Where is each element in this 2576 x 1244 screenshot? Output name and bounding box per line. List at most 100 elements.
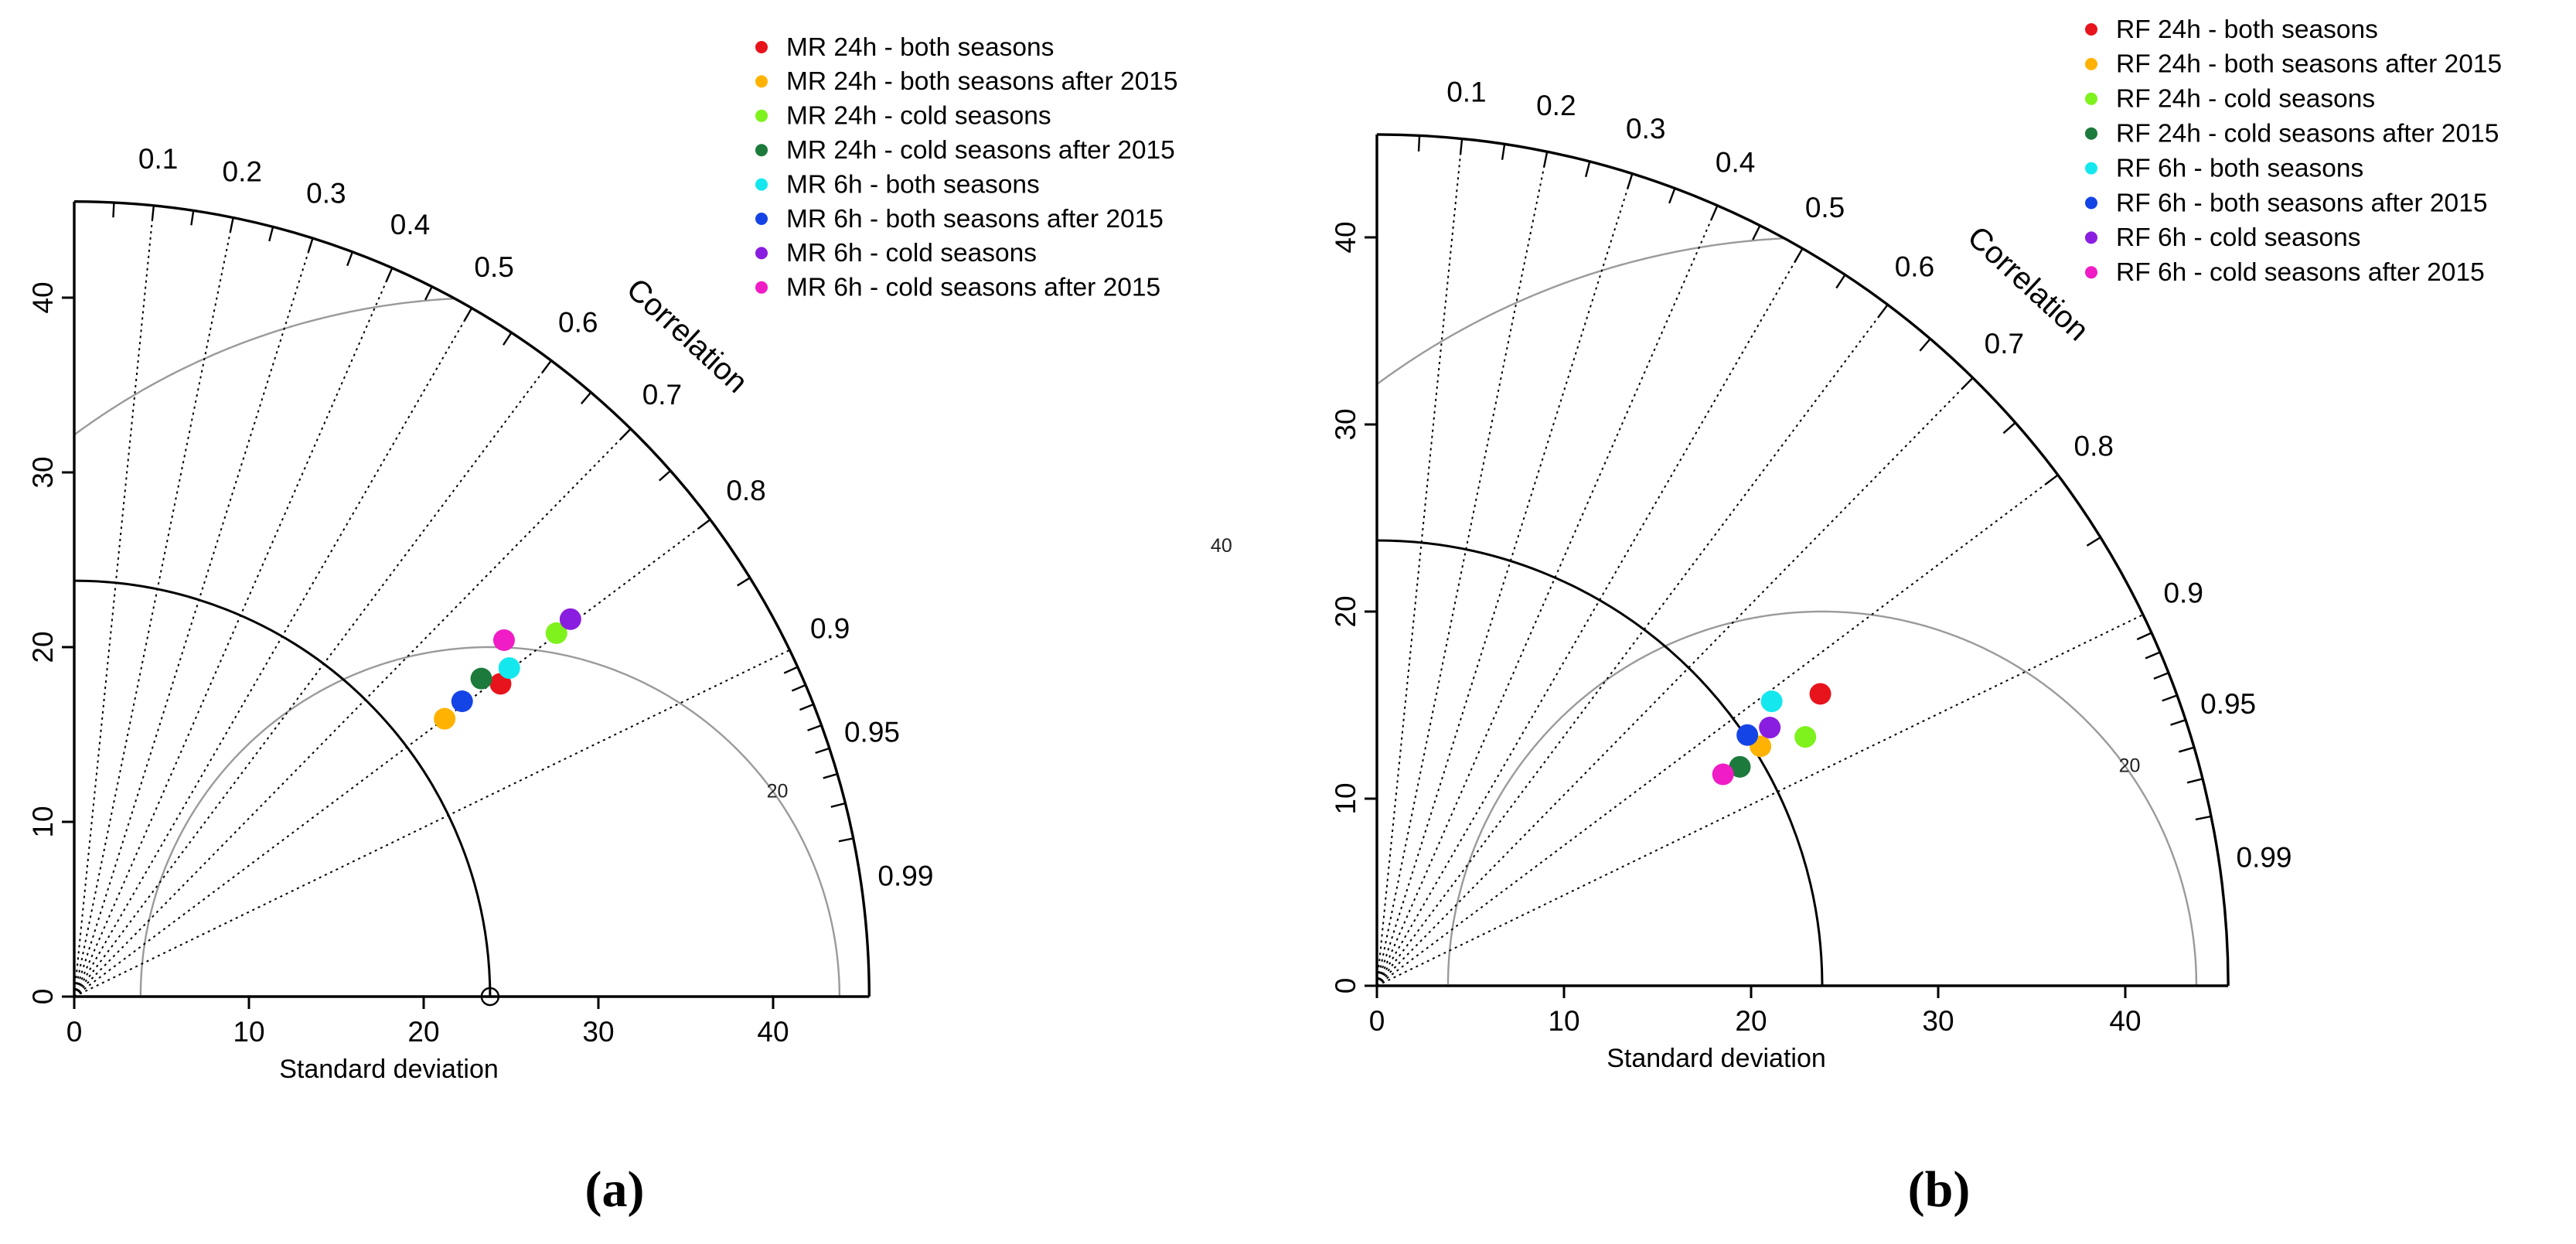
legend-entry: RF 6h - both seasons xyxy=(2116,154,2363,182)
data-point-8 xyxy=(492,629,515,651)
correlation-label: 0.9 xyxy=(810,612,850,644)
correlation-minor-tick xyxy=(1584,161,1591,178)
correlation-label: 0.95 xyxy=(844,717,900,748)
correlation-minor-tick xyxy=(2195,815,2212,821)
legend-marker xyxy=(2085,57,2097,70)
legend-marker xyxy=(2085,23,2097,36)
data-point-4 xyxy=(470,667,492,690)
correlation-minor-tick xyxy=(463,307,473,322)
correlation-minor-tick xyxy=(190,210,195,226)
data-point-1 xyxy=(489,673,512,695)
correlation-minor-tick xyxy=(1835,274,1846,289)
correlation-minor-tick xyxy=(791,683,806,692)
correlation-minor-tick xyxy=(307,237,314,253)
correlation-minor-tick xyxy=(112,202,115,218)
legend-marker xyxy=(2085,92,2097,105)
data-point-7 xyxy=(559,608,581,630)
data-point-6 xyxy=(1736,724,1759,746)
correlation-minor-tick xyxy=(838,837,854,843)
rmsd-contour-20 xyxy=(1446,610,2198,986)
x-tick-label: 10 xyxy=(1548,1005,1579,1037)
correlation-minor-tick xyxy=(1877,304,1889,319)
correlation-minor-tick xyxy=(815,747,830,755)
legend-entry: MR 6h - cold seasons after 2015 xyxy=(786,274,1160,302)
y-tick-label: 30 xyxy=(27,456,59,488)
correlation-label: 0.7 xyxy=(1985,328,2024,360)
data-point-3 xyxy=(545,622,567,644)
x-tick-label: 20 xyxy=(1735,1005,1767,1037)
correlation-label: 0.8 xyxy=(2074,430,2114,462)
correlation-label: 0.7 xyxy=(642,379,682,411)
correlation-label: 0.2 xyxy=(1536,90,1576,121)
panel-label: (b) xyxy=(1908,1161,1971,1218)
correlation-minor-tick xyxy=(2145,651,2161,659)
correlation-minor-tick xyxy=(2136,632,2152,641)
legend-entry: MR 24h - both seasons after 2015 xyxy=(786,67,1178,96)
correlation-minor-tick xyxy=(619,428,632,441)
legend-entry: RF 6h - cold seasons after 2015 xyxy=(2116,258,2485,287)
y-tick-label: 30 xyxy=(1330,408,1361,440)
correlation-ray-0.1 xyxy=(73,205,155,997)
correlation-label: 0.5 xyxy=(1805,192,1845,223)
correlation-minor-tick xyxy=(424,286,433,301)
correlation-minor-tick xyxy=(823,772,838,779)
correlation-minor-tick xyxy=(737,577,751,587)
legend-marker xyxy=(755,41,768,53)
correlation-minor-tick xyxy=(2170,719,2186,726)
legend-marker xyxy=(2085,162,2097,175)
legend-marker xyxy=(755,247,768,260)
data-point-4 xyxy=(1729,755,1751,778)
legend-entry: MR 24h - cold seasons xyxy=(786,102,1051,131)
correlation-minor-tick xyxy=(1459,138,1463,155)
legend-entry: RF 6h - both seasons after 2015 xyxy=(2116,189,2487,217)
y-tick-label: 20 xyxy=(27,631,59,663)
correlation-label: 0.6 xyxy=(558,307,598,339)
legend-marker xyxy=(2085,196,2097,210)
legend-entry: RF 24h - both seasons after 2015 xyxy=(2116,50,2502,79)
x-tick-label: 40 xyxy=(2109,1005,2141,1037)
correlation-minor-tick xyxy=(502,332,513,346)
correlation-label: 0.4 xyxy=(390,209,430,240)
taylor-panel-a: 20400010102020303040400.10.20.30.40.50.6… xyxy=(27,33,1178,1218)
correlation-ray-0.7 xyxy=(73,428,632,997)
x-tick-label: 0 xyxy=(66,1016,83,1048)
y-tick-label: 0 xyxy=(27,989,59,1005)
reference-sd-arc xyxy=(1376,539,1824,987)
correlation-minor-tick xyxy=(1794,247,1804,263)
x-axis-title: Standard deviation xyxy=(279,1055,499,1084)
data-point-7 xyxy=(1759,717,1781,739)
data-point-1 xyxy=(1809,683,1831,705)
legend-entry: MR 24h - both seasons xyxy=(786,33,1054,62)
y-tick-label: 10 xyxy=(1330,782,1361,814)
correlation-minor-tick xyxy=(697,519,711,530)
legend-marker xyxy=(755,109,768,122)
rmsd-label-20: 20 xyxy=(2119,755,2141,777)
rmsd-contour-40 xyxy=(1376,237,1784,385)
legend-marker xyxy=(755,281,768,294)
correlation-minor-tick xyxy=(580,391,592,404)
correlation-label: 0.3 xyxy=(1626,113,1665,145)
correlation-minor-tick xyxy=(2186,778,2203,784)
reference-sd-arc xyxy=(73,579,492,997)
legend-marker xyxy=(755,75,768,88)
correlation-minor-tick xyxy=(2153,672,2169,680)
correlation-minor-tick xyxy=(2002,421,2016,435)
legend-marker xyxy=(755,213,768,225)
correlation-label: 0.1 xyxy=(138,143,178,175)
legend-entry: MR 6h - cold seasons xyxy=(786,239,1037,268)
correlation-minor-tick xyxy=(1961,377,1974,390)
data-point-3 xyxy=(1794,726,1817,748)
legend-marker xyxy=(755,178,768,191)
correlation-minor-tick xyxy=(268,227,274,242)
x-tick-label: 30 xyxy=(582,1016,614,1048)
correlation-minor-tick xyxy=(799,703,814,711)
legend-marker xyxy=(2085,266,2097,279)
correlation-minor-tick xyxy=(1752,225,1761,240)
legend-entry: RF 24h - cold seasons after 2015 xyxy=(2116,120,2499,148)
correlation-minor-tick xyxy=(1542,151,1549,168)
correlation-minor-tick xyxy=(1668,188,1676,204)
correlation-minor-tick xyxy=(1710,205,1719,221)
y-tick-label: 10 xyxy=(27,806,59,837)
correlation-label: 0.99 xyxy=(2237,841,2292,873)
data-point-6 xyxy=(451,690,473,713)
